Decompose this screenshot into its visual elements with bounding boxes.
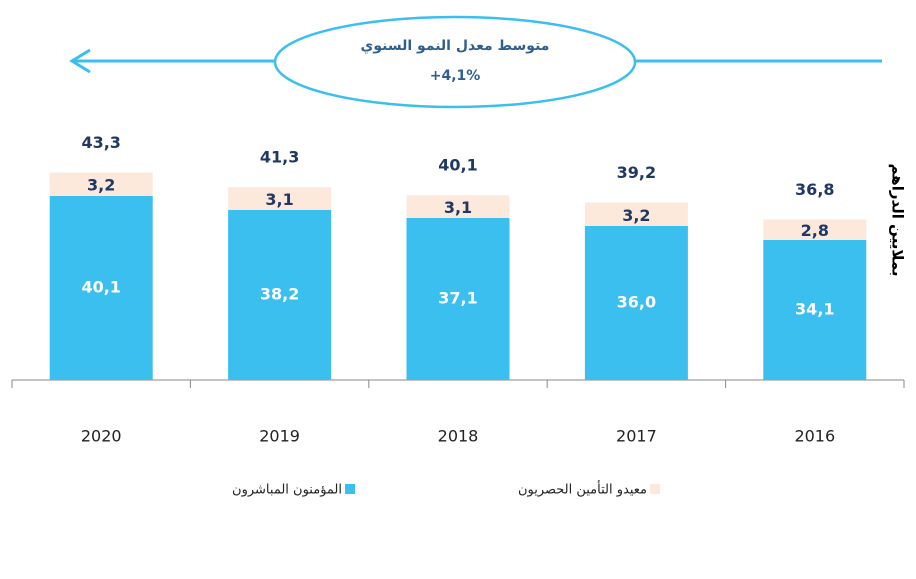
bar-segment (228, 209, 332, 380)
bar-segment (49, 195, 153, 380)
value-label: 38,2 (260, 284, 299, 303)
legend-label: معيدو التأمين الحصريون (518, 480, 647, 498)
total-label: 36,8 (795, 180, 834, 199)
value-label: 36,0 (617, 293, 656, 312)
x-tick-label: 2016 (794, 427, 835, 446)
bar-segment (49, 172, 153, 196)
bar-segment (584, 226, 688, 380)
value-label: 3,2 (622, 206, 650, 225)
x-tick-label: 2018 (438, 427, 479, 446)
bar-segment (406, 195, 510, 218)
value-label: 3,2 (87, 176, 115, 195)
bar-segment (406, 217, 510, 380)
x-tick-label: 2017 (616, 427, 657, 446)
legend-swatch (345, 484, 355, 494)
total-label: 43,3 (81, 133, 120, 152)
bar-segment (763, 219, 867, 240)
total-label: 41,3 (260, 148, 299, 167)
total-label: 40,1 (438, 156, 477, 175)
value-label: 34,1 (795, 299, 834, 318)
y-axis-label: بملايين الدراهم (889, 164, 907, 277)
value-label: 40,1 (81, 277, 120, 296)
bar-segment (584, 202, 688, 226)
annotation-value: +4,1% (430, 68, 481, 84)
value-label: 3,1 (265, 190, 293, 209)
annotation-ellipse (273, 15, 637, 109)
value-label: 2,8 (801, 221, 829, 240)
x-tick-label: 2019 (259, 427, 300, 446)
total-label: 39,2 (617, 163, 656, 182)
arrow-head (69, 48, 91, 74)
x-tick-label: 2020 (81, 427, 122, 446)
bar-segment (763, 239, 867, 380)
value-label: 3,1 (444, 198, 472, 217)
legend-label: المؤمنون المباشرون (232, 483, 342, 498)
bar-segment (228, 187, 332, 210)
annotation-title: متوسط معدل النمو السنوي (361, 38, 550, 55)
legend-swatch (650, 484, 660, 494)
value-label: 37,1 (438, 288, 477, 307)
